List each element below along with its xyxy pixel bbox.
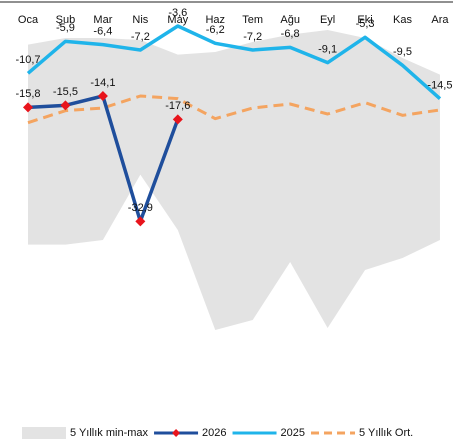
x-tick-label: Eki (357, 14, 372, 26)
marker (97, 91, 108, 101)
data-label: -3,6 (168, 7, 187, 19)
legend: 5 Yıllık min-max 2026 2025 5 Yıllık Ort. (22, 427, 413, 439)
series-line (27, 94, 441, 125)
data-label: -5,9 (56, 22, 75, 34)
x-tick-label: Kas (393, 14, 412, 26)
marker (172, 114, 183, 125)
legend-marker (172, 429, 181, 437)
data-label: -7,2 (131, 31, 150, 43)
data-label: -9,1 (318, 44, 337, 56)
data-label: -15,8 (15, 88, 40, 100)
x-tick-label: May (167, 14, 188, 26)
data-label: -6,4 (93, 26, 112, 38)
data-label: -9,5 (393, 46, 412, 58)
x-tick-label: Mar (93, 14, 112, 26)
legend-label: 2025 (281, 427, 305, 439)
data-label: -32,9 (128, 202, 153, 214)
legend-label: 5 Yıllık min-max (70, 427, 149, 439)
x-tick-label: Tem (242, 14, 263, 26)
x-tick-label: Haz (205, 14, 225, 26)
data-label: -14,1 (90, 77, 115, 89)
data-label: -17,6 (165, 100, 190, 112)
data-label: -6,2 (206, 24, 225, 36)
series-line (26, 24, 442, 100)
data-label: -14,5 (427, 80, 452, 92)
x-tick-label: Oca (18, 14, 39, 26)
range-area (28, 30, 440, 330)
marker (23, 102, 33, 113)
legend-label: 2026 (202, 427, 226, 439)
legend-swatch (22, 427, 66, 439)
data-label: -6,8 (281, 28, 300, 40)
x-tick-label: Nis (132, 14, 148, 26)
marker (60, 100, 71, 111)
data-label: -15,5 (53, 86, 78, 98)
data-label: -7,2 (243, 31, 262, 43)
x-tick-label: Şub (56, 14, 76, 26)
x-tick-label: Ara (431, 14, 449, 26)
legend-label: 5 Yıllık Ort. (359, 427, 413, 439)
x-tick-label: Eyl (320, 14, 335, 26)
marker (135, 216, 146, 227)
data-label: -5,3 (356, 18, 375, 30)
data-label: -10,7 (15, 54, 40, 66)
x-tick-label: Ağu (280, 14, 300, 26)
